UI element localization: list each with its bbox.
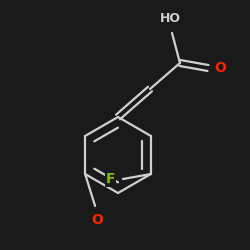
Text: O: O (91, 213, 103, 227)
Text: F: F (106, 172, 116, 186)
Text: HO: HO (160, 12, 180, 26)
Text: O: O (214, 61, 226, 75)
